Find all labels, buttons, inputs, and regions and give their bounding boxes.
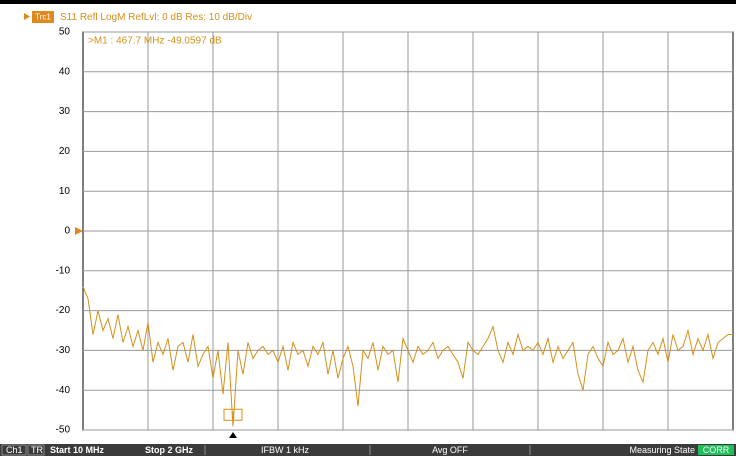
status-start: Start 10 MHz	[50, 445, 105, 455]
status-corr: CORR	[703, 445, 730, 455]
y-tick-label: -20	[56, 305, 71, 316]
y-tick-label: -10	[56, 265, 71, 276]
y-tick-label: 0	[64, 226, 70, 237]
marker-label: 1	[231, 410, 236, 419]
y-tick-label: 40	[59, 66, 71, 77]
y-tick-label: -50	[56, 425, 71, 436]
status-box	[27, 444, 45, 456]
status-ifbw: IFBW 1 kHz	[261, 445, 310, 455]
trace-tab-label[interactable]: Trc1	[35, 13, 51, 22]
y-tick-label: 20	[59, 146, 71, 157]
y-tick-label: 50	[59, 27, 71, 38]
trace-arrow	[24, 13, 30, 20]
y-tick-label: 30	[59, 106, 71, 117]
ref-arrow-left	[75, 227, 83, 235]
status-bar	[0, 444, 736, 456]
marker-readout: >M1 : 467.7 MHz -49.0597 dB	[88, 36, 222, 47]
y-tick-label: -30	[56, 345, 71, 356]
status-state: Measuring State	[629, 445, 695, 455]
marker-box	[223, 408, 243, 421]
status-avg: Avg OFF	[432, 445, 468, 455]
status-trace-mode: TR	[31, 445, 43, 455]
status-box	[1, 444, 27, 456]
chart-title: S11 Refl LogM RefLvl: 0 dB Res: 10 dB/Di…	[60, 12, 252, 23]
top-edge	[0, 0, 736, 4]
y-tick-label: -40	[56, 385, 71, 396]
y-tick-label: 10	[59, 186, 71, 197]
marker-triangle	[229, 432, 237, 438]
status-channel: Ch1	[6, 445, 23, 455]
trace	[82, 286, 733, 427]
trace-tab[interactable]	[32, 11, 54, 23]
corr-indicator	[698, 445, 734, 455]
status-stop: Stop 2 GHz	[145, 445, 194, 455]
